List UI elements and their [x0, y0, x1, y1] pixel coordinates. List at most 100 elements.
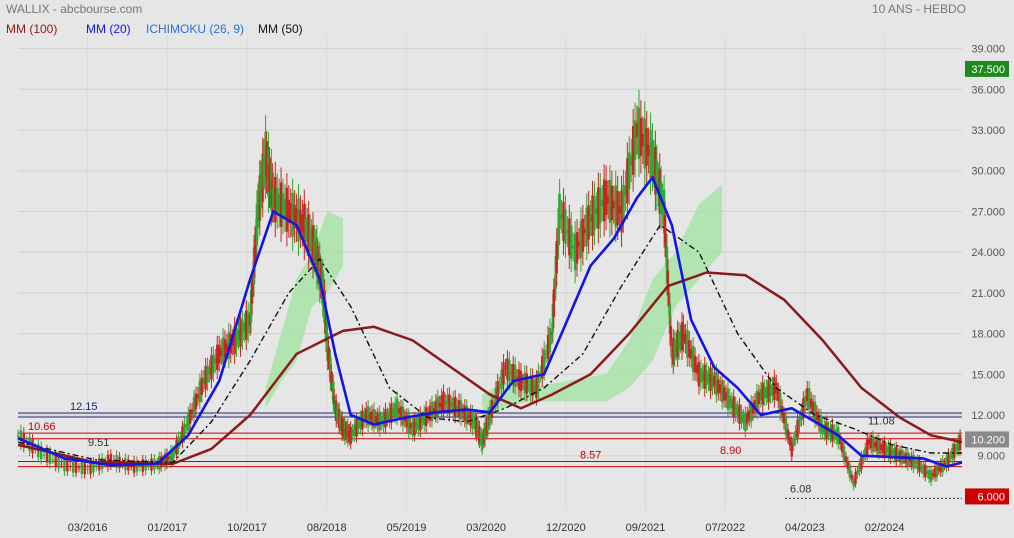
- candle-body: [767, 380, 770, 403]
- candle-body: [506, 358, 509, 380]
- candle-body: [873, 442, 877, 448]
- candle-body: [891, 450, 894, 455]
- candle-body: [705, 370, 708, 386]
- candle-body: [769, 384, 772, 397]
- candle-body: [80, 462, 84, 475]
- candle-body: [669, 326, 673, 347]
- candle-body: [854, 471, 857, 484]
- candle-body: [804, 396, 807, 407]
- candle-body: [740, 411, 743, 423]
- legend-mm50[interactable]: MM (50): [258, 22, 303, 36]
- candle-body: [492, 402, 496, 404]
- ichimoku-cloud-area: [265, 211, 343, 409]
- candle-body: [525, 373, 528, 394]
- candle-body: [57, 456, 60, 469]
- candle-body: [326, 333, 329, 361]
- candle-body: [221, 337, 225, 364]
- candle-body: [637, 107, 641, 160]
- candle-body: [303, 203, 306, 247]
- candle-body: [395, 398, 399, 419]
- candle-body: [951, 448, 954, 460]
- candle-body: [253, 239, 257, 265]
- candle-body: [732, 396, 735, 417]
- candle-body: [241, 320, 244, 341]
- candle-body: [624, 186, 627, 197]
- x-tick-label: 02/2024: [865, 522, 905, 534]
- candle-body: [291, 193, 294, 237]
- candle-body: [409, 423, 412, 429]
- candle-body: [415, 423, 418, 428]
- candle-body: [173, 449, 176, 454]
- candle-body: [906, 452, 910, 466]
- candle-body: [755, 390, 759, 412]
- candle-body: [163, 453, 167, 467]
- price-tag: [965, 60, 1009, 77]
- candle-body: [363, 413, 366, 422]
- candle-body: [695, 365, 699, 374]
- candle-body: [204, 366, 207, 390]
- candle-body: [639, 117, 643, 156]
- candle-body: [179, 437, 182, 441]
- candle-body: [223, 339, 227, 359]
- candle-body: [560, 214, 563, 219]
- candle-body: [668, 303, 672, 334]
- candle-body: [469, 411, 472, 426]
- x-tick-label: 07/2022: [705, 522, 745, 534]
- y-tick-label: 18.000: [971, 329, 1005, 341]
- candle-body: [633, 120, 637, 161]
- candle-body: [937, 467, 940, 471]
- candle-body: [225, 343, 229, 351]
- candle-body: [436, 396, 439, 417]
- candle-body: [838, 438, 842, 445]
- ichimoku-cloud: [265, 184, 723, 415]
- candle-body: [734, 403, 737, 415]
- candle-body: [446, 395, 449, 412]
- x-tick-label: 10/2017: [227, 522, 267, 534]
- candle-body: [394, 403, 397, 417]
- price-tag-label: 10.200: [971, 434, 1005, 446]
- candle-body: [784, 416, 788, 436]
- candle-body: [231, 338, 234, 346]
- candle-body: [949, 455, 952, 458]
- legend-ichimoku[interactable]: ICHIMOKU (26, 9): [146, 22, 245, 36]
- legend-mm100[interactable]: MM (100): [6, 22, 58, 36]
- candle-body: [523, 372, 527, 393]
- candle-body: [647, 144, 650, 157]
- candle-body: [115, 455, 118, 468]
- candle-body: [390, 403, 393, 423]
- candle-body: [219, 348, 223, 357]
- candle-body: [450, 402, 453, 407]
- candle-body: [192, 396, 196, 417]
- candle-body: [852, 479, 855, 487]
- candle-body: [771, 384, 774, 395]
- candle-body: [206, 365, 209, 383]
- candle-body: [616, 190, 619, 226]
- candle-body: [579, 220, 583, 259]
- candle-body: [165, 453, 169, 465]
- candle-body: [502, 362, 505, 385]
- candle-body: [397, 408, 401, 414]
- candle-body: [465, 405, 468, 425]
- candle-body: [680, 321, 684, 351]
- level-annotation: 9.51: [88, 437, 109, 449]
- candle-body: [488, 406, 492, 424]
- candle-body: [691, 346, 695, 372]
- candle-body: [883, 441, 886, 457]
- legend-mm20[interactable]: MM (20): [86, 22, 131, 36]
- candle-body: [717, 379, 720, 393]
- candle-body: [245, 310, 248, 340]
- candle-body: [620, 190, 623, 233]
- candle-body: [724, 392, 728, 401]
- y-tick-label: 12.000: [971, 410, 1005, 422]
- candle-body: [537, 371, 540, 392]
- candle-body: [498, 384, 501, 387]
- candle-body: [856, 470, 859, 475]
- candle-body: [728, 395, 732, 408]
- candle-body: [413, 418, 416, 436]
- candle-body: [246, 312, 250, 334]
- candle-body: [196, 394, 200, 399]
- candle-body: [272, 187, 275, 208]
- level-annotation: 6.08: [790, 483, 811, 495]
- candle-body: [778, 392, 782, 414]
